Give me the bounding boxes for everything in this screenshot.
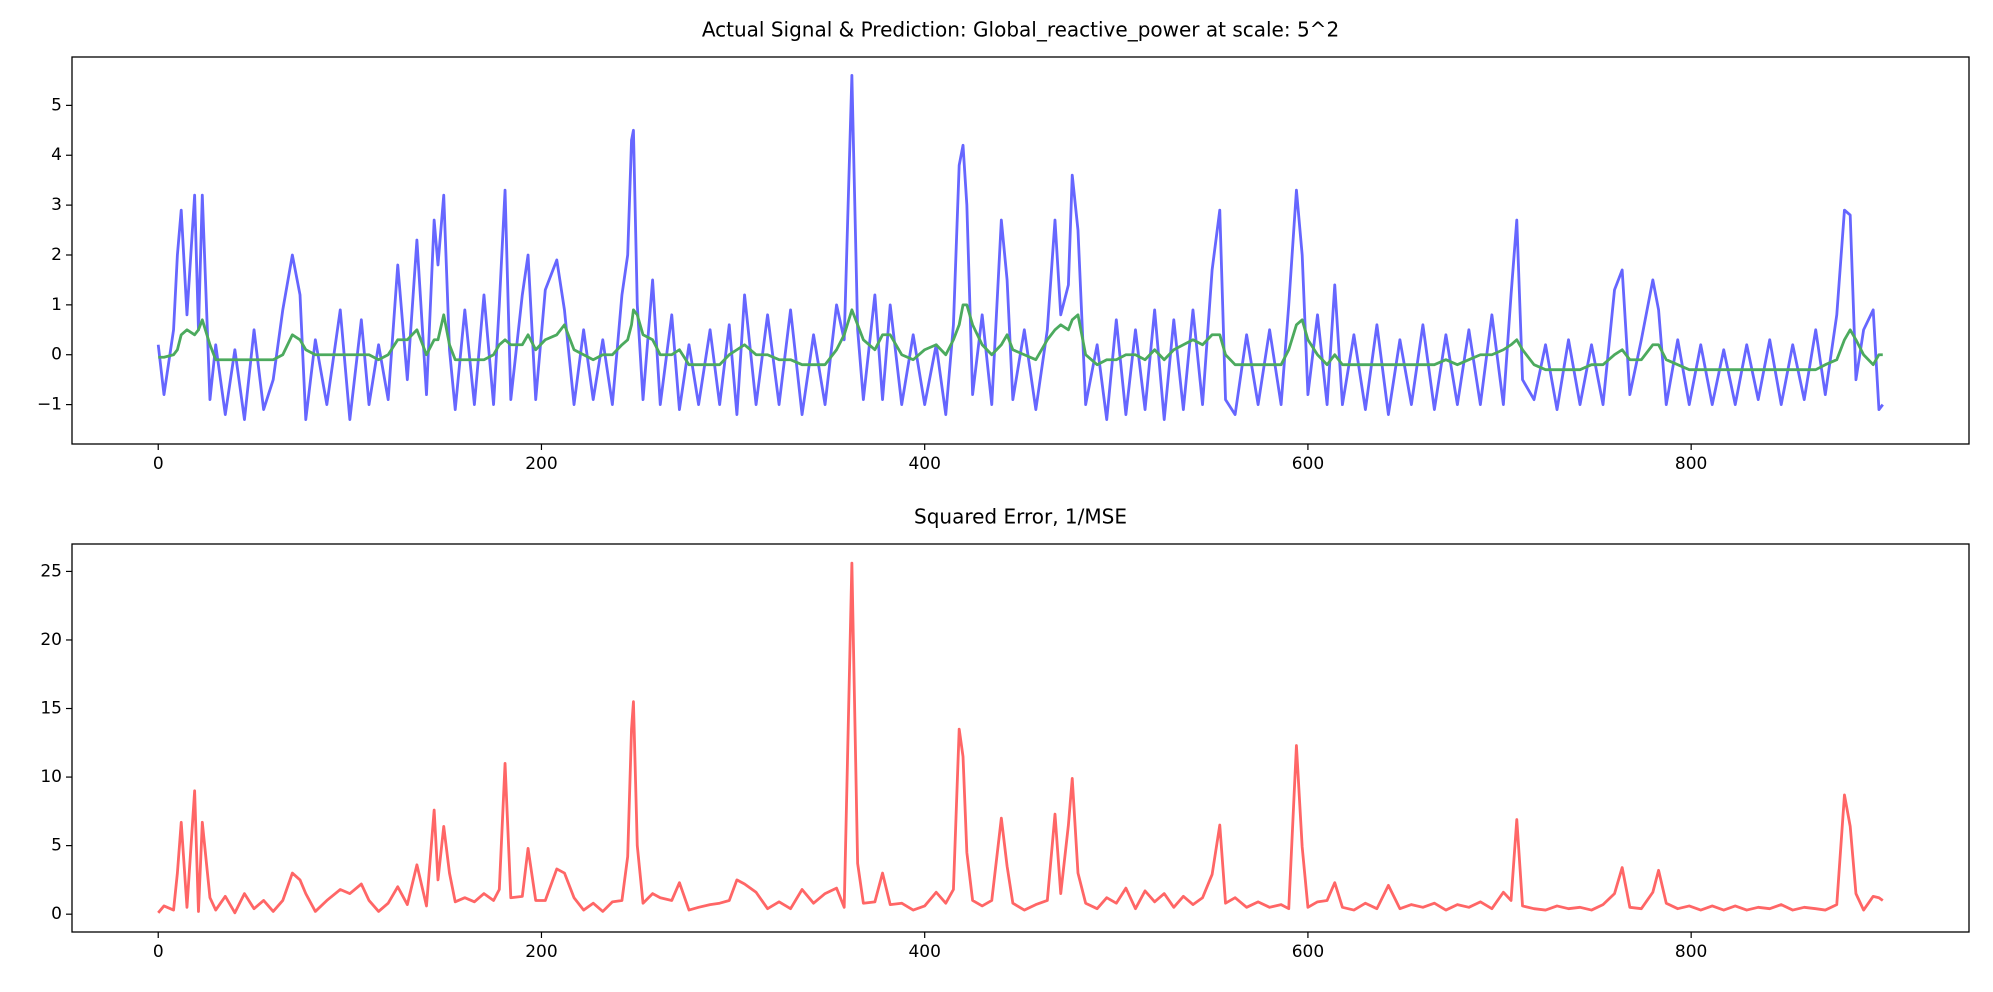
x-tick-label: 400 xyxy=(908,454,940,474)
y-tick-label: 2 xyxy=(51,245,62,265)
y-tick-label: 20 xyxy=(40,630,62,650)
x-tick-label: 800 xyxy=(1675,454,1707,474)
plot-area xyxy=(156,74,1884,421)
series-line xyxy=(156,74,1884,421)
y-tick-label: 0 xyxy=(51,345,62,365)
x-tick-label: 200 xyxy=(525,454,557,474)
plot-area xyxy=(157,561,1884,915)
y-tick-label: −1 xyxy=(37,395,62,415)
axes-frame xyxy=(71,543,1970,933)
chart-title: Squared Error, 1/MSE xyxy=(914,505,1127,529)
y-tick-label: 4 xyxy=(51,145,62,165)
series-line xyxy=(157,561,1884,915)
x-tick-label: 0 xyxy=(153,454,164,474)
y-tick-label: 5 xyxy=(51,95,62,115)
chart-title: Actual Signal & Prediction: Global_react… xyxy=(702,18,1339,42)
x-tick-label: 0 xyxy=(153,942,164,962)
x-tick-label: 800 xyxy=(1675,942,1707,962)
subplot: Actual Signal & Prediction: Global_react… xyxy=(37,18,1970,474)
y-tick-label: 1 xyxy=(51,295,62,315)
x-tick-label: 400 xyxy=(908,942,940,962)
axes-frame xyxy=(71,56,1970,445)
subplot: Squared Error, 1/MSE 0 200 400 600 800 0 5 10 15 2… xyxy=(40,505,1970,962)
x-tick-label: 200 xyxy=(525,942,557,962)
y-tick-label: 3 xyxy=(51,195,62,215)
x-tick-label: 600 xyxy=(1292,942,1324,962)
x-tick-label: 600 xyxy=(1292,454,1324,474)
y-tick-label: 10 xyxy=(40,767,62,787)
series-line xyxy=(158,303,1883,372)
y-tick-label: 15 xyxy=(40,699,62,719)
y-tick-label: 5 xyxy=(51,836,62,856)
y-tick-label: 25 xyxy=(40,561,62,581)
y-tick-label: 0 xyxy=(51,904,62,924)
